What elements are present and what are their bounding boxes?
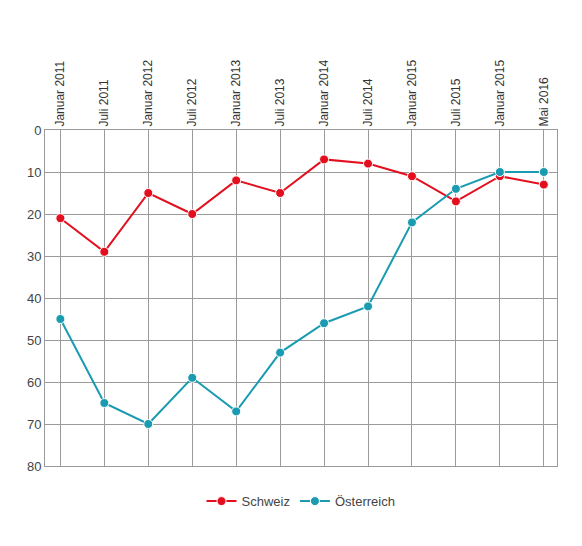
- svg-text:50: 50: [27, 333, 41, 348]
- svg-text:60: 60: [27, 375, 41, 390]
- svg-text:80: 80: [27, 459, 41, 474]
- svg-text:30: 30: [27, 249, 41, 264]
- svg-text:Januar 2015: Januar 2015: [405, 60, 419, 127]
- svg-text:Januar 2012: Januar 2012: [141, 60, 155, 127]
- svg-text:Schweiz: Schweiz: [242, 494, 290, 509]
- svg-text:Mai 2016: Mai 2016: [537, 77, 551, 127]
- svg-text:Januar 2015: Januar 2015: [493, 60, 507, 127]
- svg-text:Januar 2013: Januar 2013: [229, 60, 243, 127]
- svg-text:Juli 2014: Juli 2014: [361, 78, 375, 126]
- svg-text:Österreich: Österreich: [335, 494, 395, 509]
- svg-text:Juli 2012: Juli 2012: [185, 78, 199, 126]
- svg-text:40: 40: [27, 291, 41, 306]
- svg-text:Juli 2011: Juli 2011: [97, 79, 111, 126]
- svg-text:Januar 2014: Januar 2014: [317, 60, 331, 127]
- svg-text:Juli 2015: Juli 2015: [449, 78, 463, 126]
- svg-text:Juli 2013: Juli 2013: [273, 78, 287, 126]
- svg-text:0: 0: [34, 123, 41, 138]
- svg-text:70: 70: [27, 417, 41, 432]
- svg-text:Januar 2011: Januar 2011: [53, 60, 67, 126]
- svg-text:10: 10: [27, 165, 41, 180]
- svg-text:20: 20: [27, 207, 41, 222]
